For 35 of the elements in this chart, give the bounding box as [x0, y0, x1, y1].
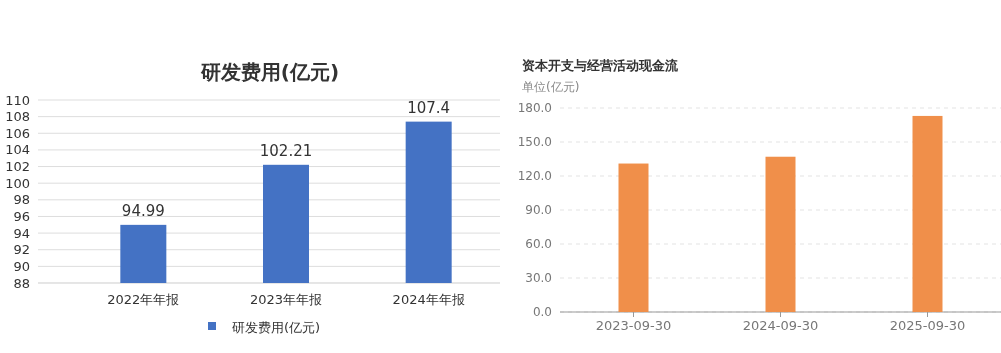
y-tick-label: 180.0	[517, 101, 552, 116]
y-tick-label: 100	[5, 175, 30, 191]
x-tick-label: 2024年年报	[392, 292, 465, 307]
x-tick-label: 2022年年报	[107, 292, 180, 307]
data-label: 94.99	[121, 201, 165, 220]
chart-title: 资本开支与经营活动现金流	[522, 58, 679, 73]
y-tick-label: 90	[13, 258, 30, 274]
y-tick-label: 94	[13, 225, 30, 241]
x-tick-label: 2024-09-30	[742, 318, 819, 333]
y-tick-label: 150.0	[517, 135, 552, 150]
x-tick-label: 2025-09-30	[889, 318, 966, 333]
legend-label: 研发费用(亿元)	[232, 319, 321, 335]
y-tick-label: 0.0	[532, 305, 552, 320]
x-tick-label: 2023-09-30	[595, 318, 672, 333]
y-tick-label: 110	[5, 92, 30, 108]
bar	[765, 156, 796, 312]
y-tick-label: 102	[5, 159, 30, 175]
x-tick-label: 2023年年报	[249, 292, 323, 307]
bar	[912, 115, 943, 312]
y-tick-label: 108	[5, 109, 30, 125]
y-tick-label: 92	[13, 242, 30, 258]
bar	[618, 163, 649, 312]
y-tick-label: 60.0	[525, 237, 552, 252]
y-tick-label: 30.0	[525, 271, 552, 286]
y-tick-label: 98	[13, 192, 30, 208]
chart-title: 研发费用(亿元)	[199, 60, 340, 84]
data-label: 107.4	[407, 98, 451, 117]
y-axis-title: 单位(亿元)	[522, 80, 580, 94]
y-tick-label: 106	[5, 125, 30, 141]
data-label: 102.21	[259, 141, 313, 160]
y-tick-label: 104	[5, 142, 30, 158]
y-tick-label: 96	[13, 209, 30, 224]
y-tick-label: 88	[13, 275, 30, 291]
y-tick-label: 90.0	[525, 203, 552, 218]
y-tick-label: 120.0	[517, 169, 552, 184]
